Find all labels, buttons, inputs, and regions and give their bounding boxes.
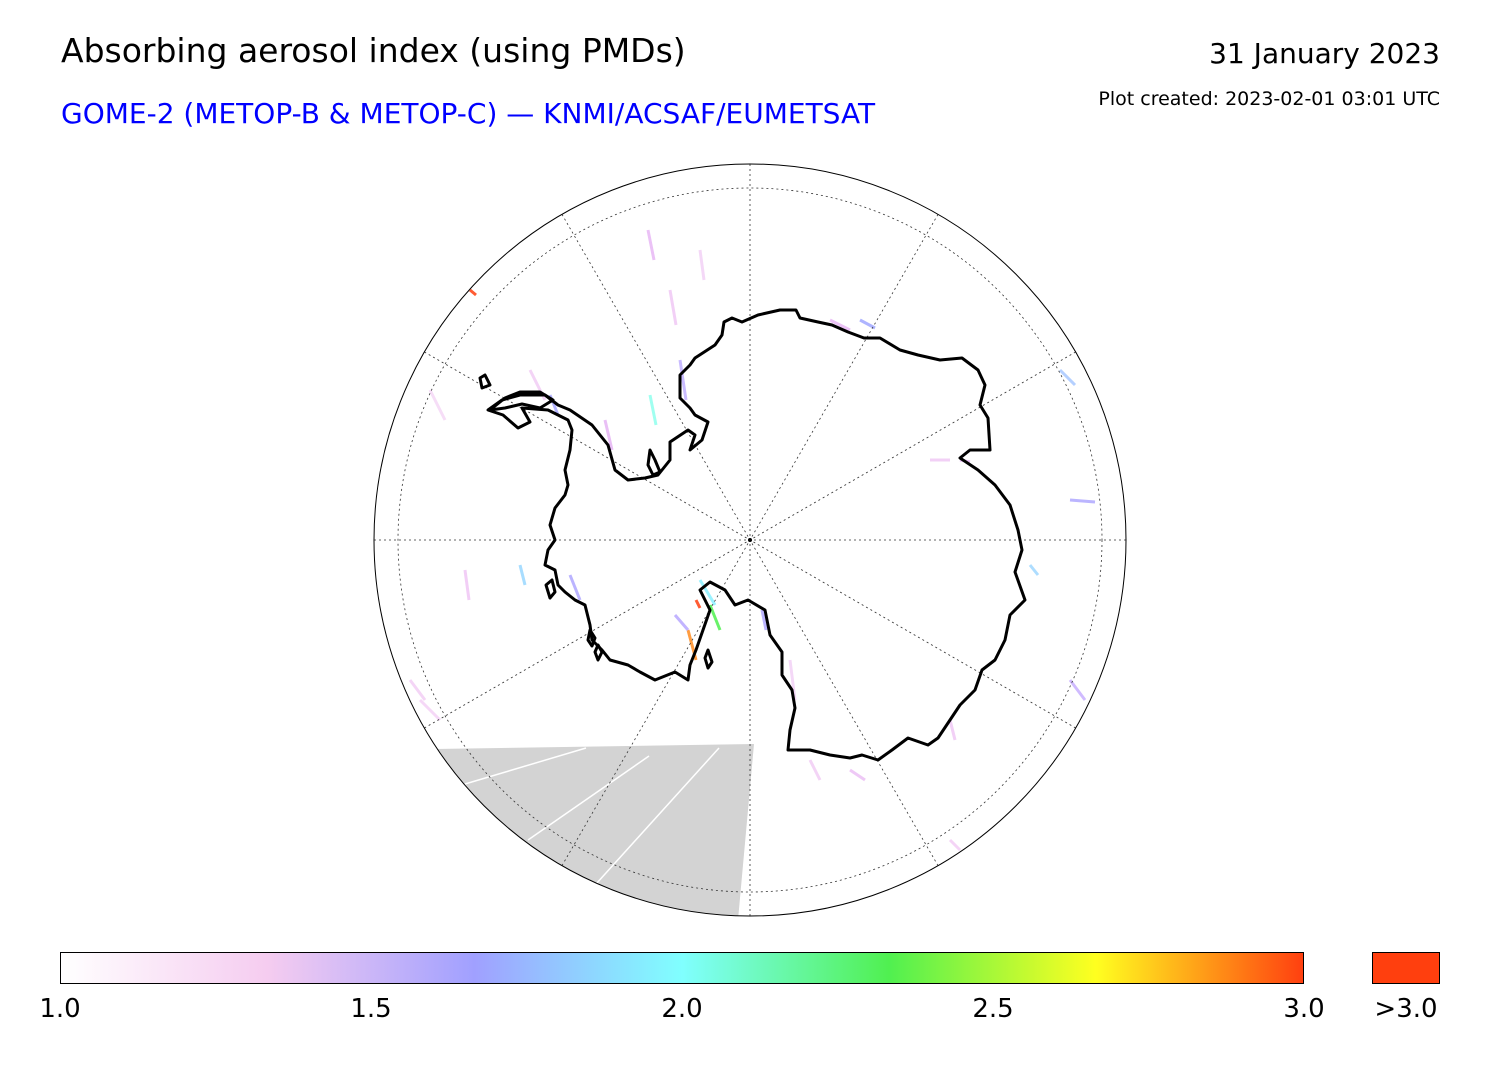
- map-subtitle: GOME-2 (METOP-B & METOP-C) — KNMI/ACSAF/…: [61, 97, 876, 130]
- plot-created-timestamp: Plot created: 2023-02-01 03:01 UTC: [1098, 88, 1440, 110]
- aerosol-data-pixels: [408, 229, 1096, 852]
- colorbar-tick-3: 2.0: [661, 994, 703, 1024]
- colorbar-tick-5: 3.0: [1283, 994, 1325, 1024]
- map-boundary: [373, 163, 1127, 917]
- colorbar-tick-4: 2.5: [972, 994, 1014, 1024]
- colorbar-overflow-label: >3.0: [1374, 994, 1438, 1024]
- no-data-swath-lines: [464, 747, 720, 885]
- colorbar-tick-1: 1.0: [39, 994, 81, 1024]
- colorbar: [60, 952, 1304, 984]
- map-date: 31 January 2023: [1209, 37, 1440, 70]
- south-pole-marker: [748, 538, 752, 542]
- no-data-region: [430, 744, 754, 916]
- map-title: Absorbing aerosol index (using PMDs): [61, 31, 686, 70]
- colorbar-tick-2: 1.5: [350, 994, 392, 1024]
- antarctica-coastline: [478, 308, 1027, 762]
- colorbar-overflow: [1372, 952, 1440, 984]
- polar-map: [373, 163, 1127, 917]
